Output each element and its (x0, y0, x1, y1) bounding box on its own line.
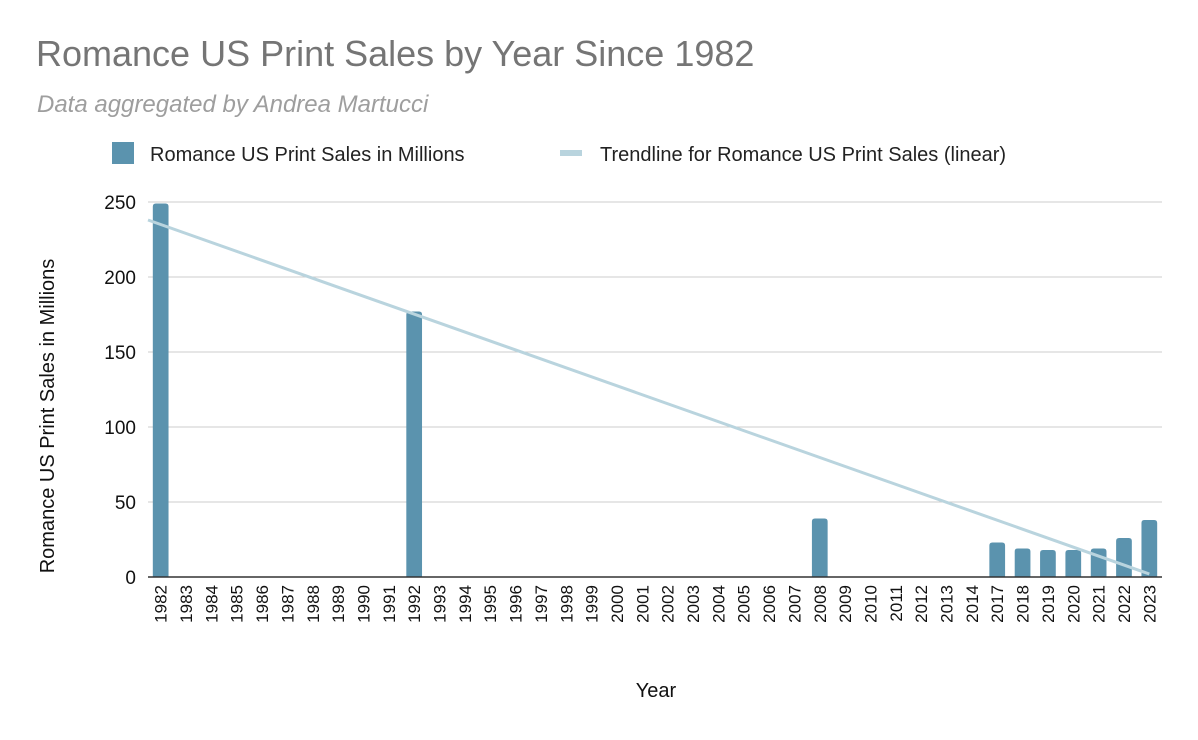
bar-2022 (1116, 538, 1132, 577)
bar-2020 (1065, 550, 1082, 577)
x-tick-label: 1995 (481, 585, 500, 623)
legend-label-bars: Romance US Print Sales in Millions (150, 144, 465, 166)
y-tick-label: 0 (125, 568, 136, 589)
x-tick-label: 1993 (431, 585, 450, 623)
x-tick-label: 1992 (405, 585, 424, 623)
x-tick-label: 2011 (887, 585, 906, 622)
x-tick-label: 2008 (811, 585, 830, 623)
x-tick-label: 2010 (861, 585, 880, 623)
x-tick-label: 1982 (152, 585, 171, 623)
y-tick-label: 150 (104, 343, 136, 364)
x-tick-label: 1997 (532, 585, 551, 623)
x-tick-label: 2009 (836, 585, 855, 623)
x-tick-label: 1990 (354, 585, 373, 623)
y-tick-label: 100 (104, 418, 136, 439)
bar-2019 (1040, 550, 1056, 577)
x-tick-label: 2006 (760, 585, 779, 623)
x-tick-label: 2013 (938, 585, 957, 623)
x-tick-label: 2020 (1064, 585, 1083, 623)
x-tick-label: 2003 (684, 585, 703, 623)
y-axis-ticks: 0 50 100 150 200 250 (104, 193, 136, 589)
bars (152, 203, 1158, 577)
x-tick-label: 2012 (912, 585, 931, 623)
bar-2018 (1014, 548, 1031, 577)
y-axis-title: Romance US Print Sales in Millions (37, 259, 59, 574)
x-tick-label: 2007 (785, 585, 804, 623)
x-tick-label: 1987 (278, 585, 297, 623)
x-tick-label: 1989 (329, 585, 348, 623)
x-tick-label: 1996 (507, 585, 526, 623)
x-tick-label: 1994 (456, 585, 475, 623)
x-tick-label: 2004 (709, 585, 728, 623)
x-tick-label: 2023 (1140, 585, 1159, 623)
y-tick-label: 50 (115, 493, 136, 514)
x-tick-label: 2001 (633, 585, 652, 623)
x-tick-label: 1985 (228, 585, 247, 623)
trendline (147, 218, 1150, 576)
x-tick-label: 2019 (1039, 585, 1058, 623)
x-tick-label: 2022 (1115, 585, 1134, 623)
x-tick-label: 1988 (304, 585, 323, 623)
x-tick-label: 2014 (963, 585, 982, 623)
x-tick-label: 1984 (202, 585, 221, 623)
x-tick-label: 2002 (659, 585, 678, 623)
x-tick-label: 1986 (253, 585, 272, 623)
legend-swatch-bars (112, 142, 134, 164)
bar-2008 (811, 518, 828, 577)
bar-1992 (406, 311, 423, 577)
chart-subtitle: Data aggregated by Andrea Martucci (37, 91, 429, 118)
gridlines (148, 201, 1162, 503)
chart-title: Romance US Print Sales by Year Since 198… (36, 33, 754, 74)
bar-2017 (989, 542, 1006, 577)
x-tick-label: 1991 (380, 585, 399, 623)
legend-swatch-trendline (560, 150, 582, 156)
bar-2023 (1141, 520, 1158, 577)
x-axis-title: Year (636, 680, 677, 702)
y-tick-label: 200 (104, 268, 136, 289)
x-tick-label: 1983 (177, 585, 196, 623)
x-tick-label: 2017 (988, 585, 1007, 623)
x-axis-ticks: 1982 1983 1984 1985 1986 1987 1988 1989 1990 1991… (152, 585, 1160, 623)
legend-label-trendline: Trendline for Romance US Print Sales (li… (600, 144, 1006, 166)
y-tick-label: 250 (104, 193, 136, 214)
x-tick-label: 2005 (735, 585, 754, 623)
x-tick-label: 2018 (1014, 585, 1033, 623)
x-tick-label: 2000 (608, 585, 627, 623)
x-tick-label: 1998 (557, 585, 576, 623)
legend: Romance US Print Sales in Millions Trend… (112, 142, 1006, 166)
x-tick-label: 2021 (1090, 585, 1109, 623)
x-tick-label: 1999 (583, 585, 602, 623)
trendline-group (147, 218, 1150, 576)
bar-1982 (152, 203, 169, 577)
